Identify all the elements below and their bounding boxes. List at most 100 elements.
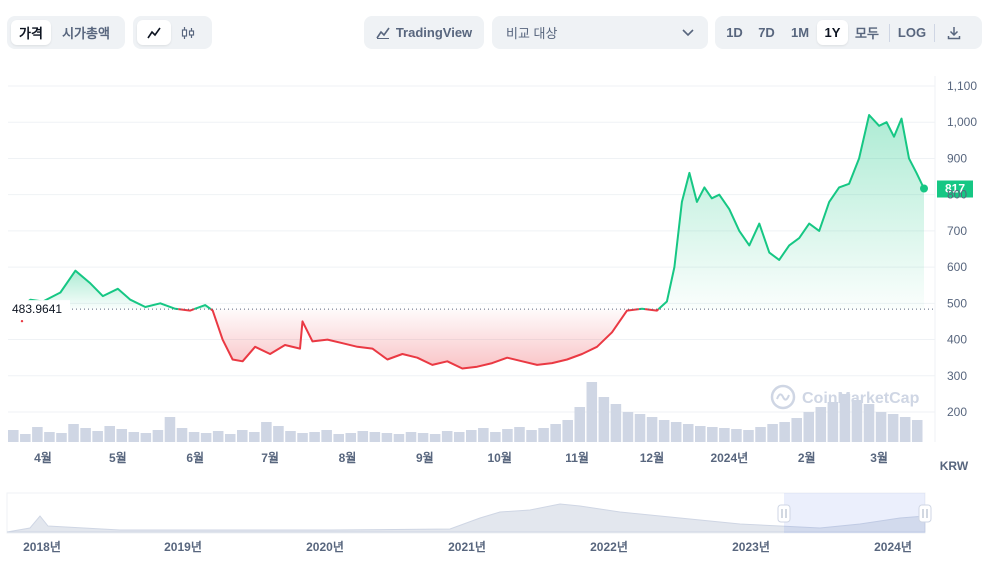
volume-bar — [249, 432, 260, 442]
price-chart-svg: CoinMarketCap 483.9641 817 1,100 1,000 900 8… — [8, 76, 977, 473]
volume-bar — [8, 430, 19, 442]
volume-bar — [333, 434, 344, 442]
y-tick-label: 400 — [947, 333, 967, 347]
x-tick-label: 6월 — [186, 450, 204, 465]
volume-bar — [321, 430, 332, 442]
x-tick-label: 12월 — [640, 450, 664, 465]
x-tick-label: 4월 — [34, 450, 52, 465]
navigator-overview — [6, 503, 926, 533]
baseline-marker — [20, 319, 24, 323]
candlestick-icon[interactable] — [171, 20, 205, 45]
volume-bar — [453, 432, 465, 442]
volume-bar — [212, 431, 224, 442]
y-tick-label: 600 — [947, 260, 967, 274]
volume-bar — [357, 431, 369, 442]
x-tick-label: 2024년 — [710, 451, 748, 465]
x-tick-label: 7월 — [261, 450, 279, 465]
y-tick-label: 300 — [947, 369, 967, 383]
compare-select[interactable]: 비교 대상 — [492, 16, 708, 49]
volume-bar — [345, 433, 357, 442]
volume-bar — [381, 433, 393, 442]
range-1y[interactable]: 1Y — [817, 20, 848, 45]
volume-bar — [369, 432, 381, 442]
line-chart-icon[interactable] — [137, 20, 171, 45]
volume-bar — [598, 397, 610, 442]
navigator-x-tick-label: 2019년 — [164, 540, 202, 554]
volume-bar — [911, 420, 923, 442]
line-segment-down — [644, 308, 660, 312]
currency-label: KRW — [940, 459, 969, 473]
volume-bar — [92, 431, 103, 442]
line-segment-up — [193, 304, 212, 311]
volume-bar — [899, 417, 911, 442]
range-7d[interactable]: 7D — [758, 25, 775, 40]
volume-bar — [670, 422, 682, 442]
y-tick-label: 200 — [947, 405, 967, 419]
range-1m[interactable]: 1M — [790, 25, 810, 40]
x-tick-label: 10월 — [487, 450, 511, 465]
chart-toolbar: 가격 시가총액 TradingView 비교 대상 1D 7D 1M 1Y 모두… — [0, 0, 997, 66]
divider — [934, 23, 935, 42]
watermark-text: CoinMarketCap — [802, 390, 920, 407]
download-icon[interactable] — [938, 20, 970, 45]
tradingview-button[interactable]: TradingView — [364, 16, 484, 49]
range-1d[interactable]: 1D — [726, 25, 743, 40]
navigator-svg: 2018년 2019년 2020년 2021년 2022년 2023년 2024년 — [6, 492, 932, 554]
volume-bar — [237, 430, 248, 442]
volume-bar — [682, 424, 694, 442]
range-all[interactable]: 모두 — [855, 26, 879, 41]
volume-bar — [779, 422, 790, 442]
volume-bar — [755, 427, 766, 442]
volume-bar — [224, 434, 236, 442]
volume-bar — [273, 426, 284, 442]
volume-bar — [188, 432, 200, 442]
tradingview-icon — [376, 27, 390, 39]
baseline: 483.9641 817 — [8, 180, 973, 323]
chart-style-toggle — [133, 16, 212, 49]
volume-bar — [128, 432, 140, 442]
volume-bar — [20, 434, 31, 442]
volume-bar — [429, 434, 441, 442]
navigator-handle-left[interactable] — [777, 504, 791, 523]
volume-bar — [827, 402, 839, 442]
current-price-tag — [937, 180, 973, 198]
volume-bar — [863, 404, 875, 442]
volume-bar — [851, 400, 863, 442]
y-tick-label: 1,100 — [947, 79, 977, 93]
y-tick-label: 1,000 — [947, 115, 977, 129]
navigator-selection[interactable] — [784, 493, 925, 533]
line-segment-down — [210, 308, 640, 370]
area-above-baseline — [658, 115, 924, 310]
chart-grid — [8, 76, 936, 442]
volume-bar — [80, 428, 91, 442]
volume-bar — [538, 428, 549, 442]
volume-bar — [164, 417, 176, 442]
volume-bar — [695, 426, 706, 442]
volume-bar — [44, 432, 55, 442]
volume-bar — [261, 422, 272, 442]
y-tick-label: 900 — [947, 151, 967, 165]
volume-bar — [707, 427, 718, 442]
volume-bar — [514, 427, 525, 442]
x-tick-label: 8월 — [339, 450, 357, 465]
volume-bar — [731, 429, 742, 442]
volume-bar — [140, 433, 152, 442]
volume-bar — [176, 428, 188, 442]
tab-market-cap[interactable]: 시가총액 — [62, 26, 110, 41]
log-toggle[interactable]: LOG — [897, 25, 927, 40]
volume-bar — [297, 433, 308, 442]
navigator-handle-right[interactable] — [918, 504, 932, 523]
tab-price[interactable]: 가격 — [11, 20, 51, 45]
range-navigator[interactable]: 2018년 2019년 2020년 2021년 2022년 2023년 2024년 — [0, 486, 997, 567]
x-axis: 4월 5월 6월 7월 8월 9월 10월 11월 12월 2024년 2월 3월 — [34, 450, 888, 465]
volume-bar — [622, 412, 634, 442]
navigator-x-axis: 2018년 2019년 2020년 2021년 2022년 2023년 2024년 — [23, 540, 912, 554]
price-chart[interactable]: CoinMarketCap 483.9641 817 1,100 1,000 900 8… — [0, 66, 997, 486]
volume-bar — [417, 433, 429, 442]
volume-bar — [646, 417, 658, 442]
volume-bar — [550, 424, 561, 442]
volume-bar — [405, 432, 417, 442]
tradingview-inner: TradingView — [368, 20, 480, 45]
volume-bar — [478, 428, 489, 442]
volume-bar — [634, 414, 646, 442]
